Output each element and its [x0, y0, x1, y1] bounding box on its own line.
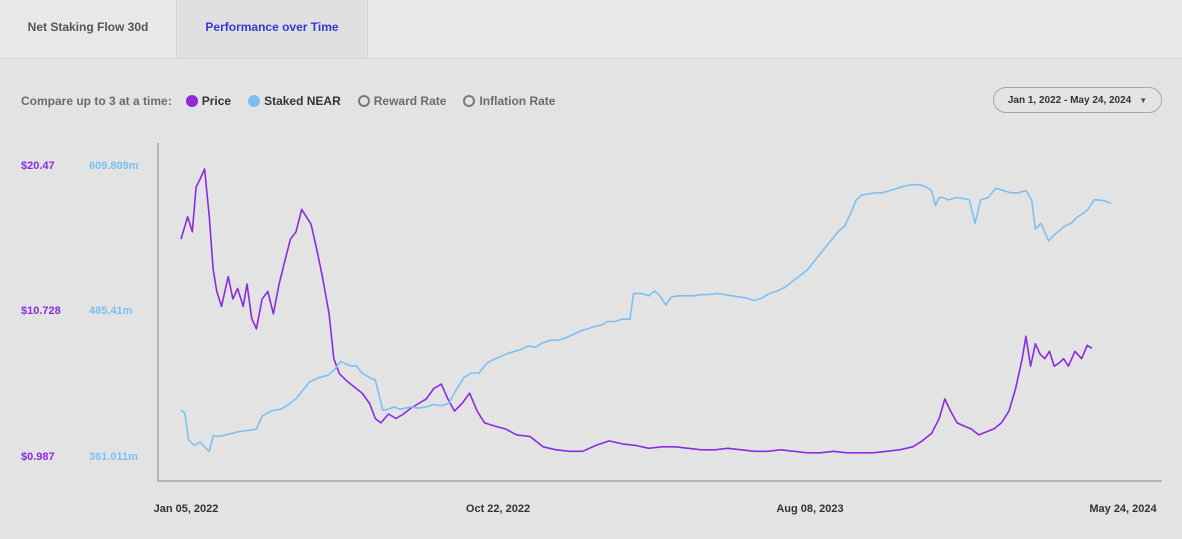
staked-axis-tick: 485.41m — [89, 305, 133, 317]
metric-inflation-rate-label: Inflation Rate — [479, 94, 556, 108]
reward-rate-circle-icon — [357, 95, 370, 107]
metric-inflation-rate-toggle[interactable]: Inflation Rate — [463, 94, 555, 108]
series-line-price — [180, 168, 1093, 454]
x-axis-tick: Jan 05, 2022 — [154, 503, 219, 515]
inflation-rate-circle-icon — [463, 95, 476, 107]
date-range-dropdown[interactable]: Jan 1, 2022 - May 24, 2024 ▼ — [993, 87, 1162, 113]
x-axis-tick: May 24, 2024 — [1089, 503, 1157, 515]
tab-net-staking-flow[interactable]: Net Staking Flow 30d — [27, 20, 149, 34]
compare-label: Compare up to 3 at a time: — [21, 94, 172, 108]
price-dot-icon — [185, 95, 198, 107]
tab-bar: Net Staking Flow 30d Performance over Ti… — [0, 0, 1182, 59]
metric-reward-rate-label: Reward Rate — [373, 94, 447, 108]
compare-row: Compare up to 3 at a time: Price Staked … — [21, 92, 572, 110]
metric-staked-near-label: Staked NEAR — [264, 94, 341, 108]
metric-reward-rate-toggle[interactable]: Reward Rate — [357, 94, 447, 108]
series-line-staked-near — [180, 183, 1112, 453]
staked-near-dot-icon — [248, 95, 261, 107]
staked-axis-tick: 609.809m — [89, 160, 139, 172]
chevron-down-icon: ▼ — [1139, 95, 1148, 105]
price-axis-tick: $0.987 — [21, 451, 55, 463]
x-axis-tick: Oct 22, 2022 — [466, 503, 530, 515]
metric-staked-near-toggle[interactable]: Staked NEAR — [248, 94, 341, 108]
metric-price-label: Price — [201, 94, 232, 108]
metric-price-toggle[interactable]: Price — [185, 94, 232, 108]
tab-performance-over-time[interactable]: Performance over Time — [176, 0, 368, 58]
x-axis-tick: Aug 08, 2023 — [776, 503, 843, 515]
series-layer — [180, 168, 1112, 454]
price-axis-tick: $10.728 — [21, 305, 61, 317]
price-axis-tick: $20.47 — [21, 160, 55, 172]
date-range-label: Jan 1, 2022 - May 24, 2024 — [1007, 94, 1132, 106]
staked-axis-tick: 361.011m — [89, 451, 138, 463]
